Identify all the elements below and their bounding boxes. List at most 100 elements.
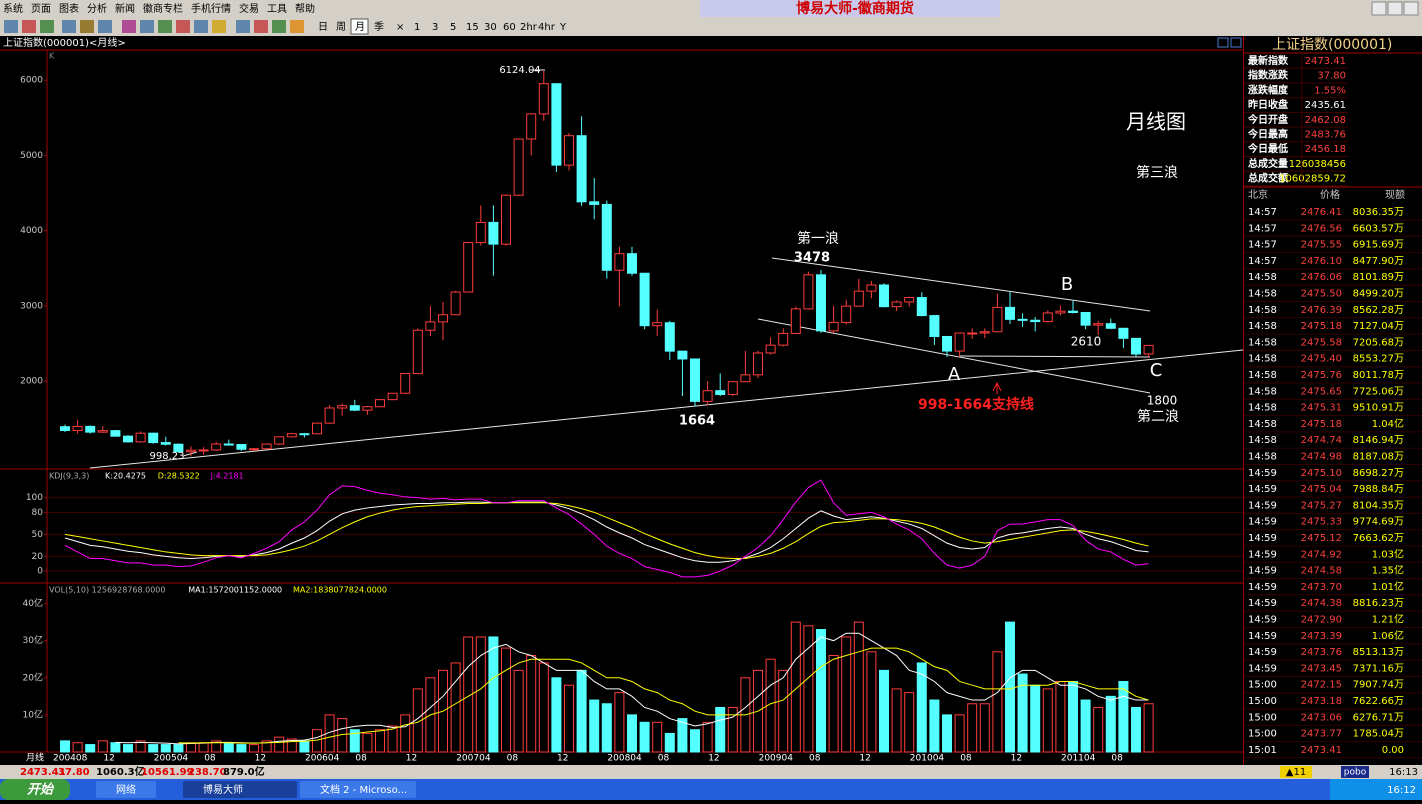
menu-item[interactable]: 系统 [3,2,23,15]
toolbar-icon[interactable] [22,20,36,33]
annotation: B [1061,274,1073,295]
toolbar-icon[interactable] [158,20,172,33]
panel-button[interactable] [1230,37,1242,48]
volume-bar [261,740,272,753]
taskbar-button[interactable] [183,781,297,798]
toolbar-icon[interactable] [62,20,76,33]
menu-item[interactable]: 页面 [31,3,51,15]
menu-item[interactable]: 工具 [267,3,287,15]
menu-item[interactable]: 交易 [239,2,259,15]
tick-price: 2475.27 [1301,500,1342,511]
period-button[interactable]: 日 [318,22,328,33]
candle-body [1030,319,1041,323]
tick-amount: 0.00 [1382,745,1404,756]
candle-body [110,430,121,437]
candle-body [967,332,978,335]
tick-time: 14:59 [1248,663,1277,674]
period-button[interactable]: 月 [355,21,365,33]
candle-body [186,449,196,453]
candle-body [538,83,549,115]
menu-item[interactable]: 分析 [87,2,107,15]
volume-bar [362,732,373,753]
taskbar-button[interactable] [96,781,156,798]
menu-item[interactable]: 新闻 [115,2,135,15]
tick-price: 2473.06 [1301,712,1342,723]
candle-body [198,449,209,452]
period-button[interactable]: 60 [503,22,516,33]
x-axis-label: 月线 [26,752,44,764]
y-tick-label: 4000 [20,226,43,236]
tick-amount: 8499.20万 [1353,289,1404,300]
tick-time: 14:59 [1248,631,1277,642]
indicator-line [64,479,1149,578]
tick-amount: 1.04亿 [1372,417,1404,430]
close-button[interactable] [1403,1,1419,16]
toolbar-icon[interactable] [254,20,268,33]
candle-body [1042,312,1053,323]
toolbar-icon[interactable] [122,20,136,33]
toolbar-icon[interactable] [140,20,154,33]
y-tick-label: 20亿 [23,671,43,683]
candle-body [1005,306,1015,320]
start-button[interactable] [0,779,70,800]
toolbar-icon[interactable] [236,20,250,33]
tick-price: 2475.58 [1301,337,1342,348]
period-button[interactable]: 30 [484,22,497,33]
period-button[interactable]: 季 [374,21,384,33]
period-button[interactable]: 4hr [538,22,556,33]
volume-bar [929,699,940,753]
annotation: 998-1664支持线 [918,396,1034,413]
tick-amount: 1.06亿 [1372,629,1404,642]
tick-time: 14:58 [1248,452,1277,463]
x-tick-label: 08 [658,754,670,764]
candle-body [778,332,789,346]
tick-time: 14:59 [1248,500,1277,511]
toolbar-icon[interactable] [4,20,18,33]
volume-bar [400,714,411,753]
volume-bar [349,729,360,753]
period-button[interactable]: × [396,22,404,33]
menu-item[interactable]: 图表 [59,2,79,15]
toolbar-icon[interactable] [272,20,286,33]
candle-body [916,297,927,317]
volume-bar [677,718,688,753]
period-button[interactable]: 5 [450,22,456,33]
tick-price: 2475.12 [1301,533,1342,544]
toolbar-icon[interactable] [40,20,54,33]
candle-body [1068,310,1078,314]
taskbar-button[interactable] [300,781,416,798]
volume-bar [60,740,70,753]
menu-item[interactable]: 帮助 [295,2,315,15]
period-button[interactable]: 15 [466,22,479,33]
toolbar-icon[interactable] [80,20,94,33]
taskbar-label: 文档 2 - Microso... [320,783,407,796]
period-button[interactable]: 2hr [520,22,538,33]
x-tick-label: 12 [255,754,266,764]
toolbar-icon[interactable] [290,20,304,33]
panel-button[interactable] [1217,37,1229,48]
tick-price: 2474.58 [1301,566,1342,577]
period-button[interactable]: 周 [336,21,346,33]
x-tick-label: 12 [1011,754,1022,764]
volume-bar [992,651,1003,753]
candle-body [72,425,83,431]
tick-time: 14:59 [1248,533,1277,544]
tick-time: 15:00 [1248,729,1277,740]
candle-body [211,443,222,451]
period-button[interactable]: 1 [414,22,420,33]
tick-price: 2474.74 [1301,435,1342,446]
menu-item[interactable]: 手机行情 [191,2,231,15]
candle-body [740,374,751,383]
period-button[interactable]: Y [559,22,567,33]
maximize-button[interactable] [1387,1,1403,16]
minimize-button[interactable] [1371,1,1387,16]
toolbar-icon[interactable] [212,20,226,33]
period-button[interactable]: 3 [432,22,438,33]
quote-label: 今日最低 [1247,142,1288,155]
toolbar-icon[interactable] [194,20,208,33]
tick-price: 2473.76 [1301,647,1342,658]
x-tick-label: 12 [557,754,568,764]
toolbar-icon[interactable] [176,20,190,33]
menu-item[interactable]: 徽商专栏 [143,2,183,15]
toolbar-icon[interactable] [98,20,112,33]
